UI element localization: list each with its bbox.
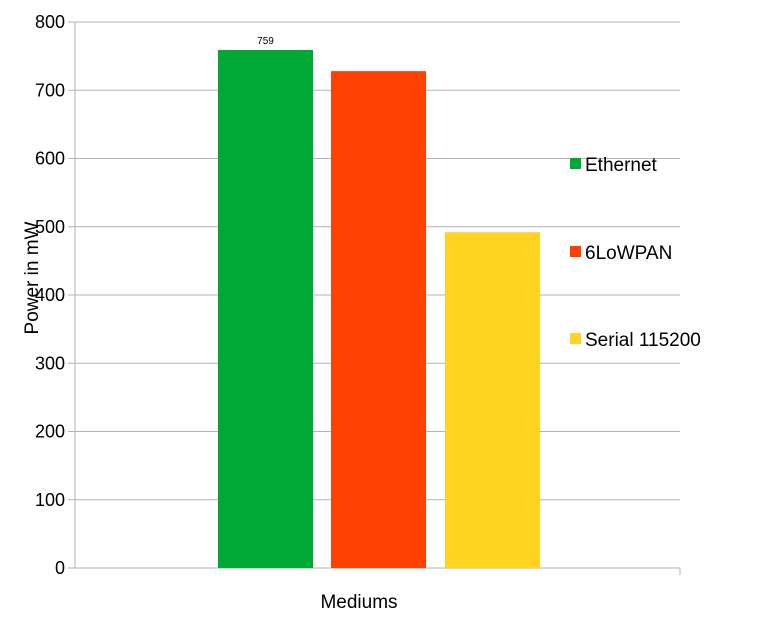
x-axis-title: Mediums [320, 592, 397, 613]
y-tick-label: 200 [35, 422, 65, 442]
legend: Ethernet 6LoWPAN Serial 115200 [570, 155, 701, 351]
legend-swatch [570, 158, 581, 169]
bar-6lowpan [331, 71, 426, 568]
y-tick-label: 700 [35, 80, 65, 100]
legend-label: 6LoWPAN [585, 243, 672, 264]
y-tick-label: 0 [55, 558, 65, 578]
y-tick-label: 400 [35, 285, 65, 305]
bar-data-label: 759 [257, 36, 274, 47]
legend-label: Serial 115200 [585, 330, 701, 351]
data-labels: 759 [257, 36, 274, 47]
y-tick-label: 500 [35, 217, 65, 237]
y-tick-label: 600 [35, 149, 65, 169]
legend-item: Serial 115200 [570, 330, 701, 351]
y-axis-title: Power in mW [22, 221, 43, 334]
legend-item: 6LoWPAN [570, 243, 672, 264]
bars [218, 49, 540, 569]
legend-swatch [570, 333, 581, 344]
axes [74, 22, 681, 575]
bar-ethernet [218, 49, 313, 569]
y-tick-labels: 0 100 200 300 400 500 600 700 800 [35, 12, 65, 578]
legend-label: Ethernet [585, 155, 658, 176]
y-tick-label: 300 [35, 353, 65, 373]
legend-swatch [570, 246, 581, 257]
legend-item: Ethernet [570, 155, 658, 176]
bar-serial-115200 [445, 232, 540, 568]
y-tick-label: 800 [35, 12, 65, 32]
y-tick-label: 100 [35, 490, 65, 510]
